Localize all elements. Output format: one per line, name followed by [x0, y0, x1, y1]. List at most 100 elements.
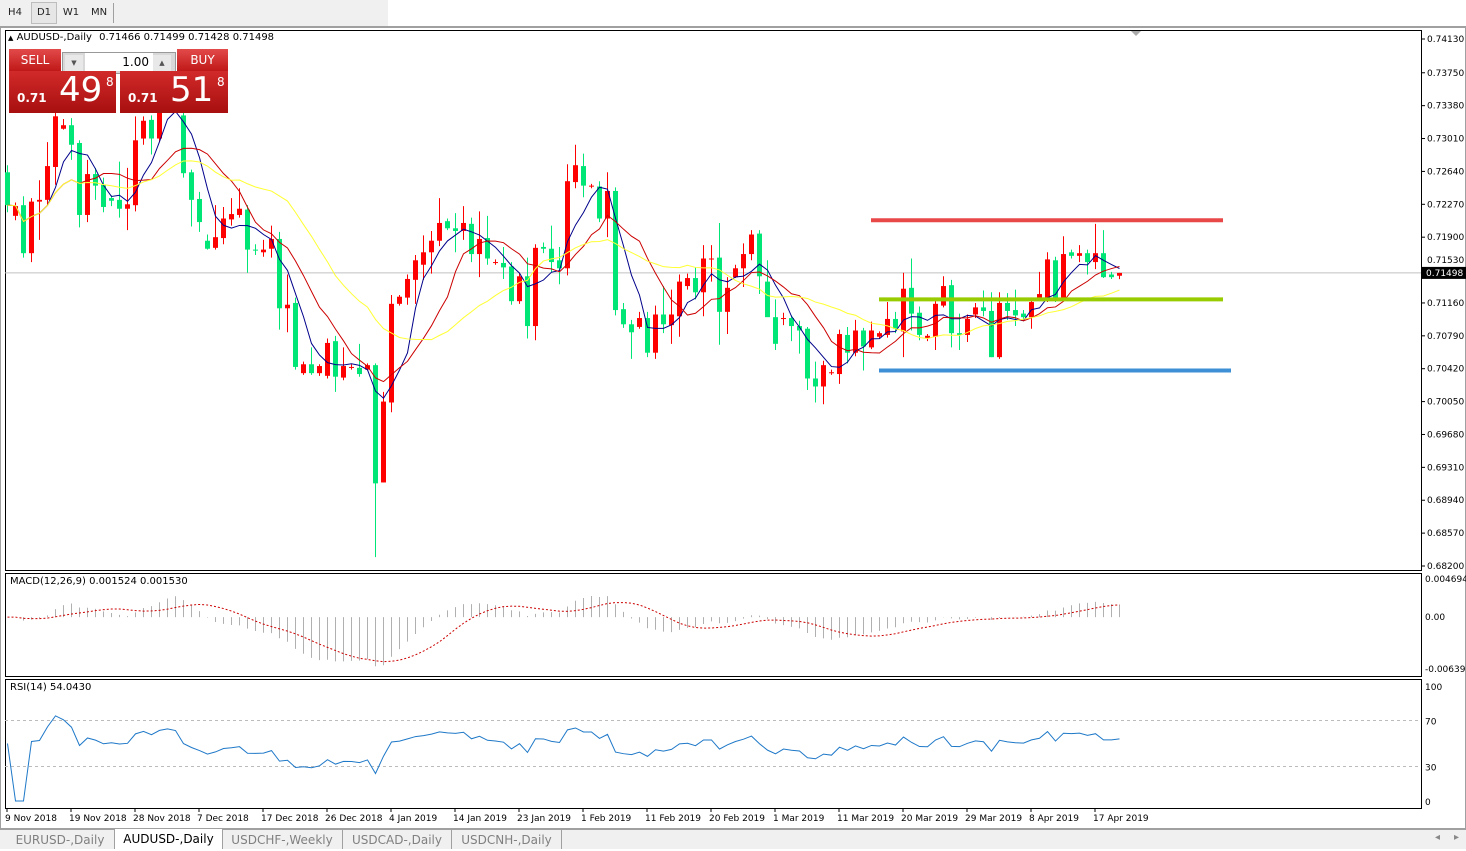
candle	[37, 180, 42, 240]
candle-body	[309, 364, 314, 374]
candle	[309, 347, 314, 375]
candle-body	[997, 302, 1002, 358]
candle	[253, 244, 258, 255]
candle	[1069, 249, 1074, 259]
candle	[29, 198, 34, 263]
candle-body	[765, 281, 770, 318]
candle	[709, 245, 714, 282]
candle	[605, 172, 610, 238]
lot-decrease-button[interactable]: ▼	[65, 55, 83, 71]
date-label: 20 Feb 2019	[709, 814, 765, 824]
candle	[901, 272, 906, 358]
collapse-triangle-icon[interactable]: ▲	[8, 34, 14, 42]
candle-body	[1061, 254, 1066, 300]
candle	[565, 164, 570, 276]
tab-eurusd[interactable]: EURUSD-,Daily	[6, 830, 115, 849]
candle	[133, 116, 138, 212]
candle	[837, 329, 842, 384]
candle-body	[125, 204, 130, 209]
candle	[1101, 230, 1106, 279]
candle	[613, 187, 618, 316]
candle	[797, 320, 802, 354]
candle	[381, 391, 386, 483]
candle-body	[893, 318, 898, 329]
candle	[141, 116, 146, 145]
candle	[5, 165, 10, 213]
lot-input[interactable]	[85, 53, 153, 71]
candle-body	[1109, 274, 1114, 278]
candle	[277, 231, 282, 330]
candle-body	[205, 240, 210, 249]
candle-body	[773, 317, 778, 344]
sell-button[interactable]: SELL	[9, 49, 61, 71]
date-label: 20 Mar 2019	[901, 814, 958, 824]
candle	[229, 198, 234, 226]
price-tick-label: 0.68570	[1427, 529, 1464, 539]
candle-body	[1013, 310, 1018, 316]
date-label: 23 Jan 2019	[517, 814, 571, 824]
candle-body	[565, 181, 570, 269]
buy-button[interactable]: BUY	[177, 49, 228, 71]
candle	[829, 369, 834, 375]
candle	[845, 326, 850, 364]
rsi-label: RSI(14) 54.0430	[10, 682, 92, 693]
candle-body	[277, 238, 282, 309]
price-tick-label: 0.71900	[1427, 233, 1464, 243]
candle	[1021, 310, 1026, 320]
candle-body	[349, 366, 354, 368]
candle	[533, 244, 538, 341]
sell-price-button[interactable]: 0.71 49 8	[9, 70, 116, 113]
candle	[725, 277, 730, 335]
candle-body	[653, 314, 658, 353]
candle-body	[1053, 260, 1058, 300]
candle-body	[1077, 253, 1082, 256]
candle	[389, 294, 394, 413]
candle-body	[365, 365, 370, 370]
tab-usdcad[interactable]: USDCAD-,Daily	[343, 830, 452, 849]
candle-body	[357, 367, 362, 375]
price-tick-label: 0.70420	[1427, 365, 1464, 375]
timeframe-bar: H4 D1 W1 MN	[0, 0, 388, 26]
timeframe-h4[interactable]: H4	[8, 7, 22, 18]
tab-usdchf[interactable]: USDCHF-,Weekly	[222, 830, 343, 849]
candle	[917, 306, 922, 341]
tab-audusd[interactable]: AUDUSD-,Daily	[114, 829, 223, 849]
candle-body	[981, 307, 986, 311]
chart-shift-marker-icon[interactable]	[1131, 31, 1141, 36]
candle-body	[621, 309, 626, 325]
buy-price-prefix: 0.71	[128, 91, 158, 105]
candle-body	[693, 278, 698, 293]
buy-price-button[interactable]: 0.71 51 8	[120, 70, 228, 113]
candle	[501, 246, 506, 279]
candle	[997, 292, 1002, 359]
timeframe-mn[interactable]: MN	[90, 7, 108, 18]
tab-usdcnh[interactable]: USDCNH-,Daily	[452, 830, 562, 849]
scroll-left-icon[interactable]: ◂	[1435, 832, 1441, 843]
ma-mid-line	[7, 147, 1120, 383]
candle-body	[149, 119, 154, 139]
lot-increase-button[interactable]: ▲	[153, 55, 171, 71]
date-label: 11 Mar 2019	[837, 814, 894, 824]
candle-body	[541, 246, 546, 249]
candle	[549, 225, 554, 272]
candle	[397, 294, 402, 306]
candle	[541, 242, 546, 254]
timeframe-w1[interactable]: W1	[62, 7, 80, 18]
candle-body	[45, 166, 50, 200]
timeframe-d1[interactable]: D1	[31, 2, 57, 24]
candle	[245, 205, 250, 273]
candle	[557, 246, 562, 285]
candle	[701, 245, 706, 317]
candle	[621, 302, 626, 328]
candle	[445, 218, 450, 231]
macd-tick-label: 0.004694	[1425, 575, 1466, 585]
candle-body	[709, 258, 714, 260]
candle-body	[805, 328, 810, 379]
candle-body	[1117, 272, 1122, 276]
date-label: 19 Nov 2018	[69, 814, 127, 824]
candle	[685, 273, 690, 290]
scroll-right-icon[interactable]: ▸	[1454, 832, 1460, 843]
candle	[1077, 245, 1082, 263]
price-tick-label: 0.68200	[1427, 562, 1464, 572]
